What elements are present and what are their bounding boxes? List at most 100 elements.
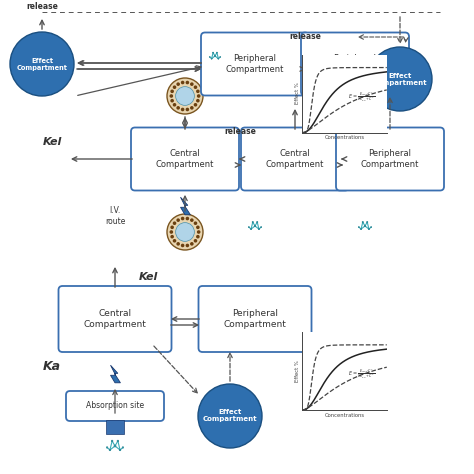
Circle shape [176, 106, 180, 109]
Circle shape [170, 94, 173, 98]
Circle shape [370, 107, 371, 108]
Circle shape [371, 227, 372, 228]
Circle shape [196, 235, 200, 238]
Circle shape [366, 221, 368, 223]
Circle shape [252, 221, 254, 223]
Circle shape [181, 217, 184, 220]
Circle shape [181, 81, 184, 84]
Circle shape [10, 32, 74, 96]
FancyBboxPatch shape [131, 128, 239, 191]
Circle shape [173, 239, 176, 243]
Circle shape [117, 440, 119, 442]
Text: Central
Compartment: Central Compartment [83, 310, 146, 328]
X-axis label: Concentrations: Concentrations [325, 413, 365, 418]
Circle shape [122, 447, 124, 448]
Text: Effect
Compartment: Effect Compartment [17, 57, 67, 71]
Text: Kel: Kel [42, 137, 62, 147]
Circle shape [209, 56, 210, 57]
Text: Central
Compartment: Central Compartment [266, 149, 324, 169]
FancyBboxPatch shape [58, 286, 172, 352]
Text: Peripheral
Compartment: Peripheral Compartment [224, 310, 286, 328]
Circle shape [368, 228, 370, 230]
Circle shape [106, 447, 108, 448]
Text: Kel: Kel [138, 272, 158, 282]
Circle shape [212, 52, 214, 53]
Text: release: release [224, 128, 256, 137]
Circle shape [173, 221, 176, 225]
Circle shape [196, 99, 200, 102]
Circle shape [190, 219, 194, 222]
Circle shape [368, 47, 432, 111]
Circle shape [218, 58, 219, 59]
Y-axis label: Effect %: Effect % [295, 360, 300, 382]
FancyBboxPatch shape [66, 391, 164, 421]
Text: Ka: Ka [43, 359, 61, 373]
Text: Absorption site: Absorption site [86, 401, 144, 410]
Text: Peripheral
Compartment: Peripheral Compartment [226, 55, 284, 73]
Circle shape [176, 219, 180, 222]
Circle shape [176, 87, 194, 105]
Circle shape [181, 244, 184, 247]
Circle shape [250, 228, 252, 230]
Circle shape [256, 221, 258, 223]
Text: Kel: Kel [312, 114, 332, 124]
Text: $E=\frac{E_{max}{\cdot}C^{\gamma}}{EC_{50}^{\gamma}+C^{\gamma}}$: $E=\frac{E_{max}{\cdot}C^{\gamma}}{EC_{5… [348, 90, 375, 104]
Circle shape [254, 225, 256, 227]
Circle shape [360, 228, 362, 230]
Circle shape [186, 217, 189, 220]
Circle shape [170, 235, 174, 238]
Circle shape [111, 440, 113, 442]
Circle shape [366, 102, 367, 103]
Circle shape [261, 227, 262, 228]
Circle shape [362, 221, 364, 223]
Polygon shape [110, 365, 120, 383]
Circle shape [176, 223, 194, 241]
FancyBboxPatch shape [336, 128, 444, 191]
Circle shape [170, 99, 174, 102]
Circle shape [197, 94, 201, 98]
Circle shape [190, 82, 194, 86]
Circle shape [173, 103, 176, 107]
Circle shape [248, 227, 249, 228]
Circle shape [211, 58, 212, 59]
X-axis label: Concentrations: Concentrations [325, 136, 365, 140]
Circle shape [196, 90, 200, 93]
Circle shape [361, 108, 362, 109]
Circle shape [194, 85, 197, 89]
Circle shape [194, 221, 197, 225]
Circle shape [363, 102, 364, 103]
Text: Central
Compartment: Central Compartment [156, 149, 214, 169]
Circle shape [359, 107, 360, 108]
Circle shape [214, 55, 216, 57]
Text: Effect
Compartment: Effect Compartment [373, 73, 428, 85]
Text: release: release [289, 31, 321, 40]
Circle shape [365, 105, 366, 107]
Circle shape [194, 103, 197, 107]
Text: $E=\frac{E_{max}{\cdot}C^{\gamma}}{EC_{50}^{\gamma}+C^{\gamma}}$: $E=\frac{E_{max}{\cdot}C^{\gamma}}{EC_{5… [348, 367, 375, 381]
Circle shape [109, 449, 111, 451]
Circle shape [364, 225, 366, 227]
Circle shape [173, 85, 176, 89]
Circle shape [170, 226, 174, 229]
Text: Peripheral
Compartment: Peripheral Compartment [326, 55, 384, 73]
Circle shape [181, 108, 184, 111]
Circle shape [190, 242, 194, 246]
Circle shape [220, 56, 221, 57]
Circle shape [198, 384, 262, 448]
Circle shape [186, 244, 189, 247]
Circle shape [197, 230, 201, 234]
FancyBboxPatch shape [241, 128, 349, 191]
Text: Peripheral
Compartment: Peripheral Compartment [361, 149, 419, 169]
Circle shape [176, 82, 180, 86]
Circle shape [167, 78, 203, 114]
Circle shape [194, 239, 197, 243]
Circle shape [176, 242, 180, 246]
Circle shape [186, 81, 189, 84]
FancyBboxPatch shape [199, 286, 311, 352]
Circle shape [358, 227, 359, 228]
Circle shape [167, 214, 203, 250]
Circle shape [196, 226, 200, 229]
Circle shape [368, 108, 369, 109]
Y-axis label: Effect %: Effect % [295, 83, 300, 104]
Polygon shape [181, 197, 191, 215]
